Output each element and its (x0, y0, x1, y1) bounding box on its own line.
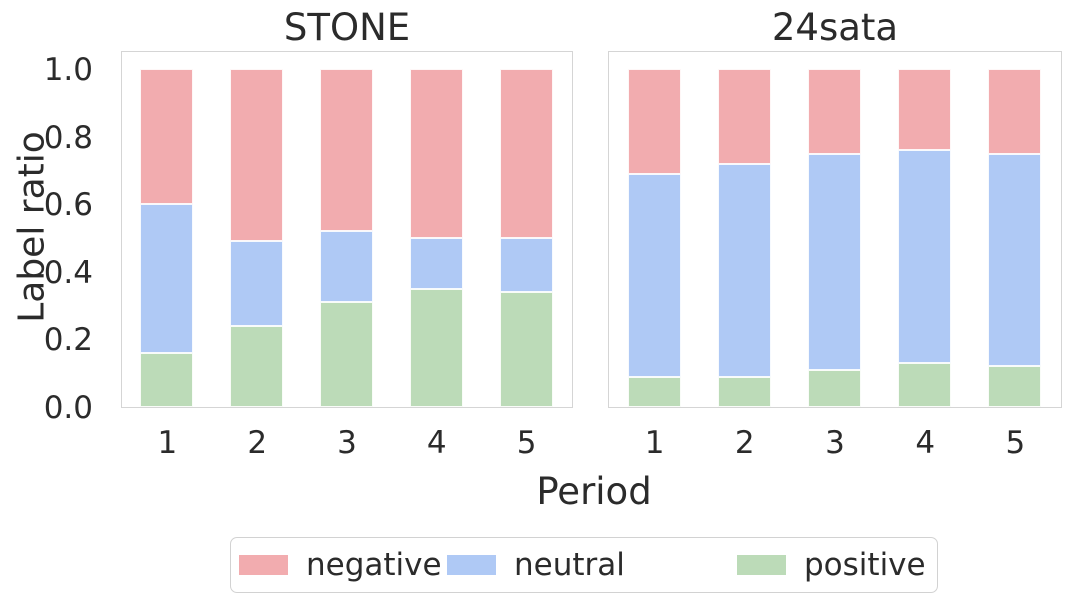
x-tick-label: 2 (247, 425, 268, 461)
legend-swatch-neutral (447, 554, 496, 575)
bar-segment-negative (627, 69, 681, 174)
legend-label-neutral: neutral (514, 546, 625, 583)
legend-label-positive: positive (804, 546, 926, 583)
bar-segment-neutral (808, 153, 861, 370)
axes-stone (121, 51, 573, 408)
y-tick-label: 0.6 (43, 187, 93, 224)
y-axis-label: Label ratio (11, 131, 53, 323)
bar-segment-negative (898, 69, 952, 151)
axes-24sata (608, 51, 1062, 408)
legend-item-positive: positive (737, 538, 926, 591)
bar-segment-positive (898, 363, 952, 407)
bar-segment-negative (808, 69, 861, 154)
legend-swatch-negative (239, 554, 288, 575)
x-tick-label: 1 (644, 425, 665, 461)
bar-segment-negative (409, 69, 463, 238)
x-tick-label: 2 (734, 425, 755, 461)
chart-title-24sata: 24sata (771, 6, 899, 49)
y-tick-label: 0.0 (43, 390, 93, 426)
bar-segment-negative (988, 69, 1042, 154)
y-tick-label: 0.4 (43, 254, 93, 291)
y-tick-label: 1.0 (43, 52, 93, 88)
bar-segment-neutral (320, 231, 373, 303)
bar-segment-positive (988, 366, 1042, 407)
bar-segment-positive (499, 292, 553, 407)
bar-segment-neutral (627, 173, 681, 377)
x-tick-label: 3 (337, 425, 357, 461)
bar-segment-positive (320, 302, 373, 407)
legend-item-negative: negative (239, 538, 442, 591)
chart-title-stone: STONE (283, 6, 411, 49)
bar-segment-positive (230, 325, 284, 407)
legend-item-neutral: neutral (447, 538, 625, 591)
bar-segment-negative (140, 69, 194, 205)
x-tick-label: 4 (426, 425, 447, 461)
bar-segment-positive (808, 369, 861, 407)
bar-segment-neutral (898, 150, 952, 364)
y-tick-label: 0.8 (43, 119, 93, 156)
x-axis-label: Period (536, 470, 652, 513)
bar-segment-negative (320, 69, 373, 232)
bar-segment-neutral (140, 204, 194, 353)
x-tick-label: 1 (157, 425, 178, 461)
bar-segment-neutral (717, 163, 771, 377)
x-tick-label: 5 (516, 425, 537, 461)
legend-swatch-positive (737, 554, 786, 575)
bar-segment-negative (230, 69, 284, 242)
bar-segment-neutral (988, 153, 1042, 367)
x-tick-label: 5 (1005, 425, 1026, 461)
bar-segment-positive (409, 288, 463, 407)
legend: negative neutral positive (230, 537, 938, 593)
bar-segment-positive (627, 376, 681, 407)
bar-segment-negative (717, 69, 771, 164)
y-tick-label: 0.2 (43, 322, 93, 359)
bar-segment-negative (499, 69, 553, 238)
x-tick-label: 4 (915, 425, 936, 461)
bar-segment-neutral (499, 238, 553, 293)
legend-label-negative: negative (306, 546, 442, 583)
bar-segment-neutral (230, 241, 284, 326)
bar-segment-positive (140, 352, 194, 407)
bar-segment-positive (717, 376, 771, 407)
bar-segment-neutral (409, 238, 463, 289)
x-tick-label: 3 (825, 425, 845, 461)
